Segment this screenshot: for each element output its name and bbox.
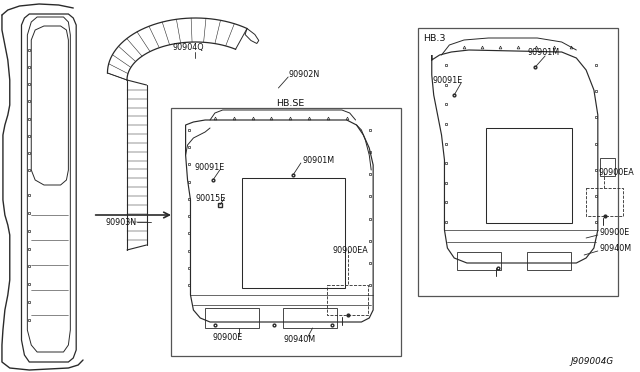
Text: 90900EA: 90900EA <box>332 246 368 254</box>
Text: 90900EA: 90900EA <box>599 167 634 176</box>
Bar <box>486 128 572 223</box>
Text: 90901M: 90901M <box>527 48 559 57</box>
Text: HB.3: HB.3 <box>423 33 445 42</box>
Text: 90901M: 90901M <box>303 155 335 164</box>
Text: HB.SE: HB.SE <box>276 99 305 108</box>
Bar <box>457 252 501 270</box>
Text: J909004G: J909004G <box>570 357 614 366</box>
Bar <box>205 308 259 328</box>
Bar <box>171 108 401 356</box>
Text: 90903N: 90903N <box>106 218 136 227</box>
Bar <box>327 285 368 315</box>
Text: 90091E: 90091E <box>433 76 463 84</box>
Text: 90900E: 90900E <box>600 228 630 237</box>
Bar <box>418 28 618 296</box>
Bar <box>243 178 345 288</box>
Bar <box>284 308 337 328</box>
Bar <box>600 158 616 176</box>
Text: 90940M: 90940M <box>600 244 632 253</box>
Text: 90904Q: 90904Q <box>173 42 204 51</box>
Text: 90902N: 90902N <box>288 70 319 78</box>
Text: 90900E: 90900E <box>213 334 243 343</box>
Bar <box>527 252 572 270</box>
Text: 90091E: 90091E <box>195 163 225 171</box>
Text: 90940M: 90940M <box>284 336 316 344</box>
Bar <box>586 188 623 216</box>
Text: 90015E: 90015E <box>195 193 226 202</box>
